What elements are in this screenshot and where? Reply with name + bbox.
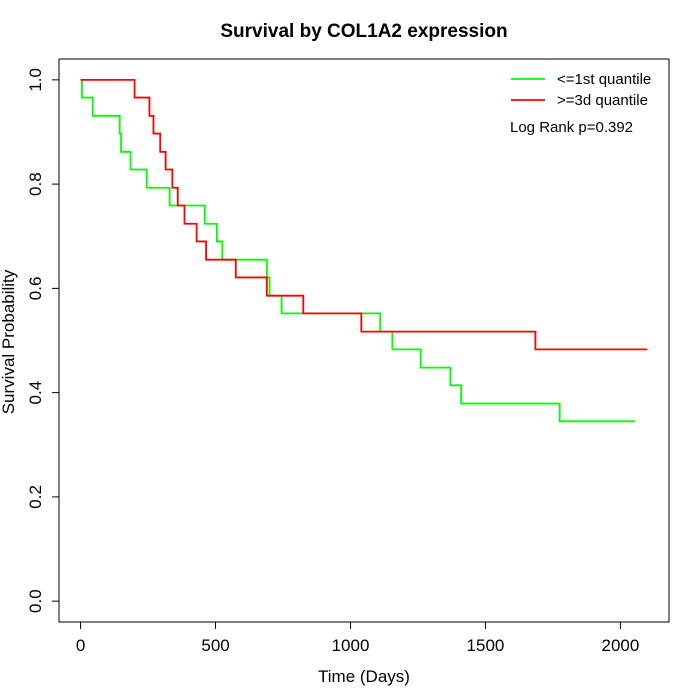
x-axis-label: Time (Days): [318, 667, 410, 686]
y-axis-label: Survival Probability: [0, 269, 18, 414]
legend: <=1st quantile >=3d quantile: [511, 71, 651, 109]
plot-frame: [58, 58, 670, 623]
legend-label: <=1st quantile: [557, 71, 651, 88]
legend-label: >=3d quantile: [557, 92, 648, 109]
y-tick-label: 0.8: [26, 172, 45, 196]
x-tick-label: 0: [76, 636, 85, 655]
y-tick-label: 0.6: [26, 277, 45, 301]
x-tick-label: 500: [201, 636, 229, 655]
x-tick-label: 1000: [332, 636, 370, 655]
y-axis: 0.0 0.2 0.4 0.6 0.8 1.0: [26, 68, 60, 613]
survival-curves: [80, 78, 648, 423]
x-axis: 0 500 1000 1500 2000: [76, 621, 640, 655]
y-tick-label: 0.0: [26, 589, 45, 613]
series-high-quantile-curve: [80, 78, 648, 351]
x-tick-label: 1500: [467, 636, 505, 655]
y-tick-label: 0.4: [26, 381, 45, 405]
y-tick-label: 0.2: [26, 485, 45, 509]
log-rank-annotation: Log Rank p=0.392: [510, 119, 633, 136]
x-tick-label: 2000: [602, 636, 640, 655]
series-low-quantile-curve: [80, 78, 636, 423]
chart-title: Survival by COL1A2 expression: [220, 21, 507, 42]
y-tick-label: 1.0: [26, 68, 45, 92]
